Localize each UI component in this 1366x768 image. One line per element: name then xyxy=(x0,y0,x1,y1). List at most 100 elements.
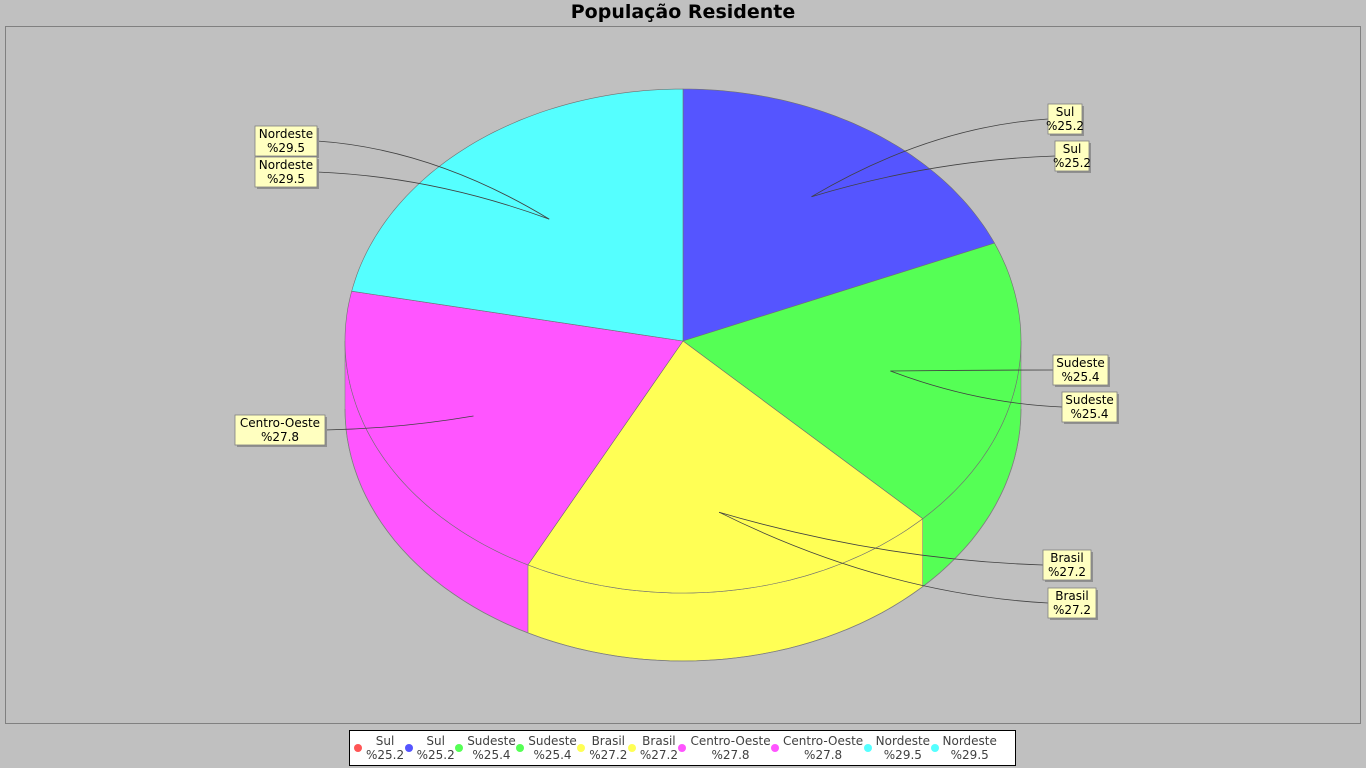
callout-label: Sudeste%25.4 xyxy=(1052,354,1110,387)
legend-text: Sul %25.2 xyxy=(366,734,404,762)
legend-value: %25.4 xyxy=(533,748,572,762)
legend-text: Sul %25.2 xyxy=(417,734,455,762)
callout-box xyxy=(234,414,326,446)
legend-label: Sul xyxy=(375,734,395,748)
legend-swatch xyxy=(516,744,525,752)
pie-slice-centro-oeste[interactable] xyxy=(344,290,684,566)
legend-value: %27.2 xyxy=(639,748,678,762)
pie-slice-sul[interactable] xyxy=(682,88,995,342)
legend-item: Sul %25.2 xyxy=(354,734,404,762)
legend-label: Sul xyxy=(426,734,445,748)
legend-value: %27.2 xyxy=(589,748,628,762)
legend-text: Sudeste %25.4 xyxy=(528,734,577,762)
callout-name: Nordeste xyxy=(259,127,313,141)
callout-label: Nordeste%29.5 xyxy=(254,156,319,189)
legend-label: Nordeste xyxy=(875,734,931,748)
callout-name: Sudeste xyxy=(1056,356,1105,370)
callout-leader xyxy=(718,511,1044,566)
legend-label: Brasil xyxy=(591,734,626,748)
callout-name: Nordeste xyxy=(259,158,313,172)
legend-item: Sudeste %25.4 xyxy=(516,734,577,762)
legend-swatch xyxy=(930,744,939,752)
legend-item: Brasil %27.2 xyxy=(627,734,678,762)
pie-slice-nordeste[interactable] xyxy=(351,88,684,342)
callout-leader xyxy=(811,155,1056,198)
legend-swatch xyxy=(577,744,586,752)
callout-value: %25.2 xyxy=(1046,119,1084,133)
legend-item: Nordeste %29.5 xyxy=(863,734,930,762)
callout-value: %27.2 xyxy=(1053,603,1091,617)
pie-base-edge xyxy=(344,408,1022,662)
callout-box xyxy=(1047,587,1097,619)
legend-label: Centro-Oeste xyxy=(783,734,864,748)
callout-box xyxy=(1052,354,1109,386)
callout-name: Brasil xyxy=(1050,551,1083,565)
callout-label: Sul%25.2 xyxy=(1053,140,1091,173)
legend-value: %27.8 xyxy=(711,748,750,762)
callout-leader xyxy=(811,118,1049,198)
legend-label: Centro-Oeste xyxy=(690,734,771,748)
plot-area xyxy=(5,26,1361,724)
callout-label: Nordeste%29.5 xyxy=(254,125,319,158)
legend-item: Nordeste %29.5 xyxy=(930,734,997,762)
callout-name: Centro-Oeste xyxy=(240,416,320,430)
callout-value: %25.4 xyxy=(1061,370,1099,384)
callout-label: Sudeste%25.4 xyxy=(1061,391,1119,424)
legend-label: Nordeste xyxy=(942,734,997,748)
legend-item: Sudeste %25.4 xyxy=(455,734,516,762)
legend-text: Nordeste %29.5 xyxy=(943,734,997,762)
callout-leader xyxy=(890,369,1054,372)
callout-name: Brasil xyxy=(1055,589,1088,603)
callout-leader xyxy=(316,140,550,220)
legend-label: Brasil xyxy=(642,734,676,748)
legend-text: Brasil %27.2 xyxy=(589,734,627,762)
callout-box xyxy=(254,156,318,188)
legend-text: Nordeste %29.5 xyxy=(876,734,930,762)
legend-swatch xyxy=(863,744,872,752)
callout-label: Centro-Oeste%27.8 xyxy=(234,414,327,447)
legend-value: %29.5 xyxy=(950,748,989,762)
callout-leader xyxy=(316,171,550,220)
legend-value: %29.5 xyxy=(883,748,922,762)
legend-text: Sudeste %25.4 xyxy=(467,734,516,762)
callout-label: Sul%25.2 xyxy=(1046,103,1084,136)
callout-box xyxy=(1047,103,1083,135)
callout-name: Sul xyxy=(1063,142,1082,156)
legend-item: Centro-Oeste %27.8 xyxy=(771,734,863,762)
callout-value: %29.5 xyxy=(267,141,305,155)
callout-box xyxy=(1054,140,1090,172)
legend-swatch xyxy=(627,744,636,752)
legend: Sul %25.2 Sul %25.2 Sudeste %25.4 Sudeste %25.4… xyxy=(349,730,1016,766)
legend-label: Sudeste xyxy=(467,734,516,748)
callout-box xyxy=(1042,549,1092,581)
legend-value: %27.8 xyxy=(804,748,843,762)
legend-value: %25.2 xyxy=(366,748,405,762)
legend-value: %25.4 xyxy=(472,748,511,762)
legend-label: Sudeste xyxy=(528,734,577,748)
legend-swatch xyxy=(678,744,687,752)
callout-label: Brasil%27.2 xyxy=(1042,549,1093,582)
callout-box xyxy=(1061,391,1118,423)
callout-value: %27.2 xyxy=(1048,565,1086,579)
callout-name: Sudeste xyxy=(1065,393,1114,407)
legend-item: Brasil %27.2 xyxy=(577,734,627,762)
callout-box xyxy=(254,125,318,157)
legend-item: Sul %25.2 xyxy=(404,734,455,762)
legend-text: Centro-Oeste %27.8 xyxy=(783,734,863,762)
legend-text: Brasil %27.2 xyxy=(640,734,678,762)
legend-value: %25.2 xyxy=(416,748,455,762)
legend-text: Centro-Oeste %27.8 xyxy=(690,734,770,762)
pie-slice-brasil[interactable] xyxy=(527,340,924,594)
callout-leader xyxy=(890,370,1063,408)
pie-slice-sudeste[interactable] xyxy=(682,242,1022,520)
legend-swatch xyxy=(771,744,780,752)
callout-label: Brasil%27.2 xyxy=(1047,587,1098,620)
callout-value: %29.5 xyxy=(267,172,305,186)
legend-swatch xyxy=(455,744,464,752)
callout-value: %25.4 xyxy=(1070,407,1108,421)
legend-swatch xyxy=(404,744,413,752)
callout-value: %25.2 xyxy=(1053,156,1091,170)
legend-item: Centro-Oeste %27.8 xyxy=(678,734,771,762)
callout-leader xyxy=(324,415,474,431)
callout-labels: Sul%25.2Sul%25.2Sudeste%25.4Sudeste%25.4… xyxy=(234,103,1119,620)
